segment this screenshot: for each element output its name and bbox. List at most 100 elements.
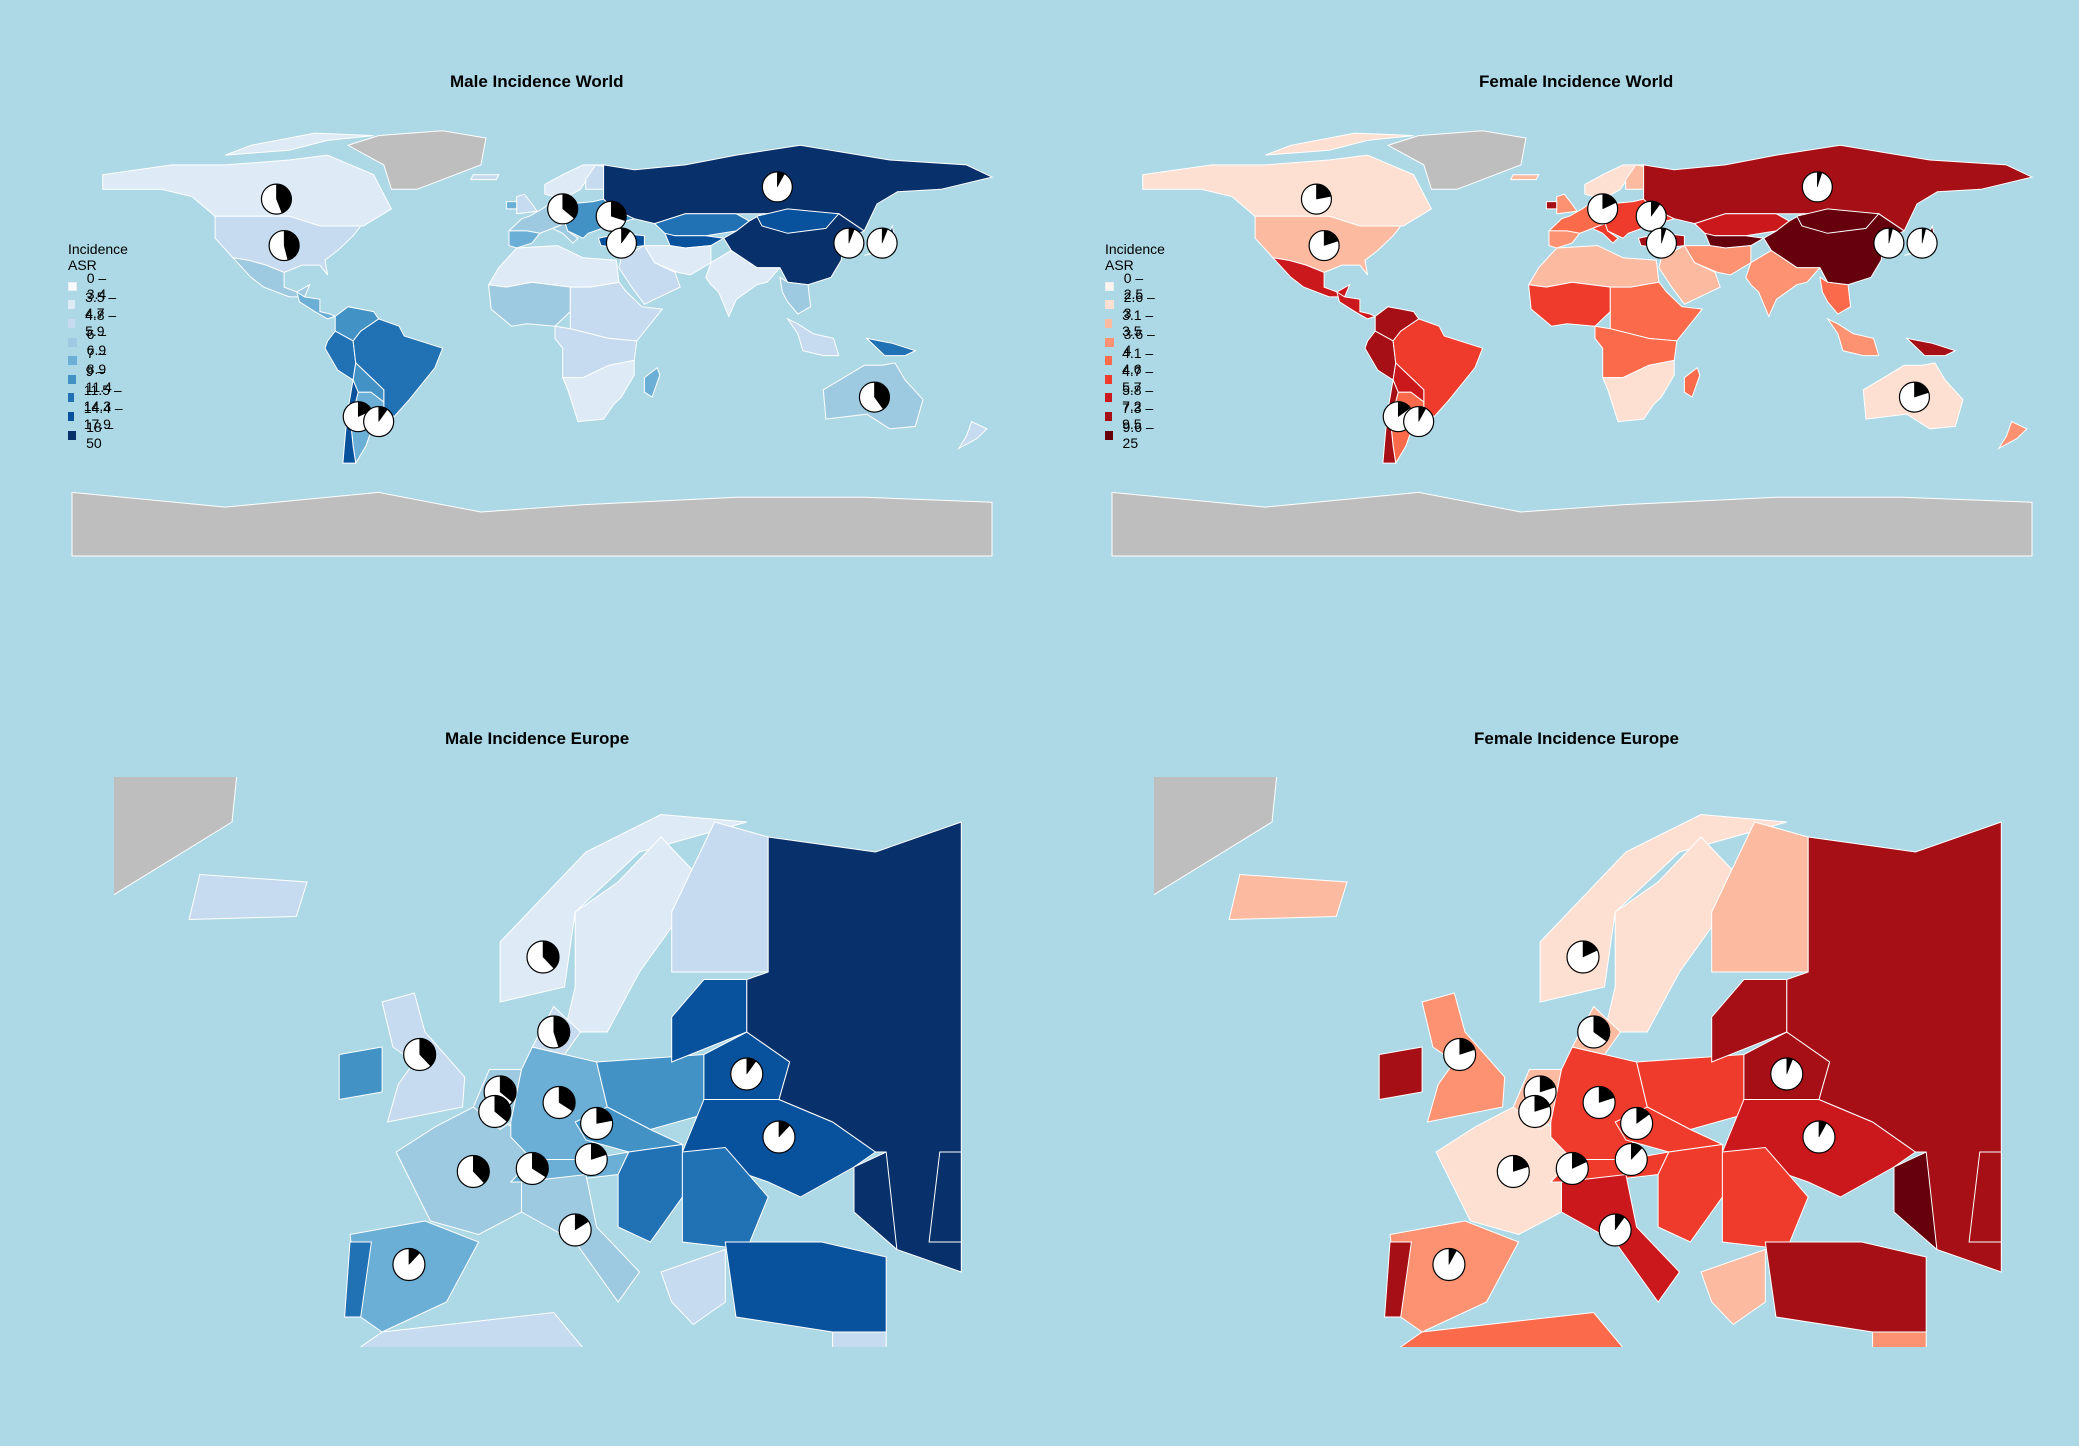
country-baltics <box>1711 979 1788 1063</box>
country-greece <box>1700 1248 1766 1326</box>
pie-slice-fraction <box>1614 1213 1625 1231</box>
map-legend: Incidence ASR 0 – 3.4 3.5 – 4.7 4.8 – 5.9 6… <box>68 241 128 451</box>
country-new-zealand <box>1997 420 2028 450</box>
country-canada-arctic <box>225 132 374 156</box>
pie-slice-fraction <box>378 406 388 423</box>
legend-label: 9 – 11.4 <box>85 363 112 396</box>
pie-chart-marker <box>1898 381 1931 413</box>
pie-slice-fraction <box>621 227 631 244</box>
pie-slice-fraction <box>1888 227 1893 244</box>
pie-slice-fraction <box>1448 1248 1457 1265</box>
pie-slice-fraction <box>283 230 300 261</box>
country-madagascar <box>1683 366 1701 398</box>
legend-swatch <box>68 281 77 291</box>
pie-chart-marker <box>833 227 865 259</box>
panel-title: Male Incidence Europe <box>445 729 630 748</box>
country-central-america <box>296 290 337 320</box>
legend-label: 3.1 – 3.5 <box>1122 307 1154 340</box>
pie-slice-fraction <box>1818 1120 1827 1138</box>
legend-item: 14.4 – 17.9 <box>68 400 128 432</box>
legend-item: 3.6 – 4 <box>1105 326 1165 358</box>
pie-chart-marker <box>558 1213 592 1247</box>
pie-chart-marker <box>866 227 898 259</box>
legend-label: 6 – 6.9 <box>86 326 107 359</box>
legend-label: 18 – 50 <box>86 419 114 452</box>
pie-slice-fraction <box>1572 1152 1588 1169</box>
legend-swatch <box>1105 374 1113 384</box>
country-greenland <box>1386 130 1527 190</box>
country-papua <box>1905 337 1957 357</box>
legend-label: 14.4 – 17.9 <box>83 400 123 433</box>
panel-title: Female Incidence Europe <box>1474 729 1680 748</box>
pie-slice-fraction <box>574 1213 590 1231</box>
country-central-america <box>1336 290 1377 320</box>
country-iceland <box>1228 873 1348 921</box>
pie-chart-marker <box>1555 1151 1589 1186</box>
pie-chart-marker <box>403 1037 437 1072</box>
country-finland <box>1711 821 1809 973</box>
pie-slice-fraction <box>1817 171 1823 187</box>
pie-chart-marker <box>1577 1015 1611 1049</box>
legend-item: 5.8 – 7.2 <box>1105 382 1165 414</box>
world-map <box>71 130 994 557</box>
europe-map <box>1154 777 2002 1347</box>
country-sahel-east <box>1609 281 1704 342</box>
country-mongolia <box>1796 208 1880 234</box>
pie-chart-marker <box>1432 1247 1466 1282</box>
pie-chart-marker <box>1614 1142 1648 1177</box>
country-mexico <box>231 257 311 298</box>
country-greenland <box>114 777 238 896</box>
pie-slice-fraction <box>1534 1095 1551 1112</box>
pie-chart-marker <box>858 381 891 413</box>
country-turkey <box>1764 1241 1927 1333</box>
country-norway <box>1539 813 1787 1003</box>
pie-chart-marker <box>1582 1085 1616 1120</box>
country-mongolia <box>756 208 840 234</box>
legend-label: 7 – 8.9 <box>86 344 107 377</box>
country-hungary-bal <box>617 1143 683 1243</box>
pie-slice-fraction <box>1914 381 1930 398</box>
world-map <box>1111 130 2034 557</box>
pie-slice-fraction <box>1602 193 1617 210</box>
country-kazakhstan <box>928 1151 962 1243</box>
pie-slice-fraction <box>542 940 560 970</box>
country-malay-indo <box>786 317 840 357</box>
pie-chart-marker <box>605 227 638 259</box>
legend-swatch <box>1105 393 1113 403</box>
country-india <box>1745 249 1822 318</box>
legend-item: 11.5 – 14.3 <box>68 382 128 414</box>
country-greenland <box>346 130 487 190</box>
country-canada <box>1142 154 1433 227</box>
pie-chart-marker <box>1906 227 1938 259</box>
legend-label: 4.1 – 4.6 <box>1122 344 1154 377</box>
pie-chart-marker <box>1518 1094 1552 1129</box>
pie-chart-marker <box>526 940 560 974</box>
pie-slice-fraction <box>1631 1143 1643 1161</box>
pie-slice-fraction <box>874 381 890 410</box>
legend-label: 4.7 – 5.7 <box>1122 363 1154 396</box>
legend-item: 6 – 6.9 <box>68 326 128 358</box>
legend-swatch <box>1105 300 1114 310</box>
legend-label: 0 – 3.4 <box>86 270 107 303</box>
pie-chart-marker <box>762 1120 796 1154</box>
country-madagascar <box>643 366 661 398</box>
legend-item: 9 – 11.4 <box>68 363 128 395</box>
country-ireland <box>338 1046 383 1101</box>
pie-chart-marker <box>595 200 627 232</box>
pie-slice-fraction <box>1650 200 1661 217</box>
pie-slice-fraction <box>1397 401 1411 418</box>
pie-slice-fraction <box>1459 1038 1476 1055</box>
legend-label: 0 – 2.5 <box>1123 270 1144 303</box>
legend-swatch <box>68 411 74 421</box>
legend-swatch <box>68 318 76 328</box>
legend-item: 18 – 50 <box>68 419 128 451</box>
country-portugal <box>344 1241 372 1318</box>
pie-slice-fraction <box>1323 230 1339 246</box>
pie-chart-marker <box>363 405 395 438</box>
legend-label: 3.6 – 4 <box>1123 326 1155 359</box>
country-north-africa <box>487 245 620 288</box>
pie-chart-marker <box>1308 229 1340 262</box>
pie-chart-marker <box>1620 1106 1654 1141</box>
europe-map <box>114 777 962 1347</box>
country-ireland <box>1545 201 1558 210</box>
